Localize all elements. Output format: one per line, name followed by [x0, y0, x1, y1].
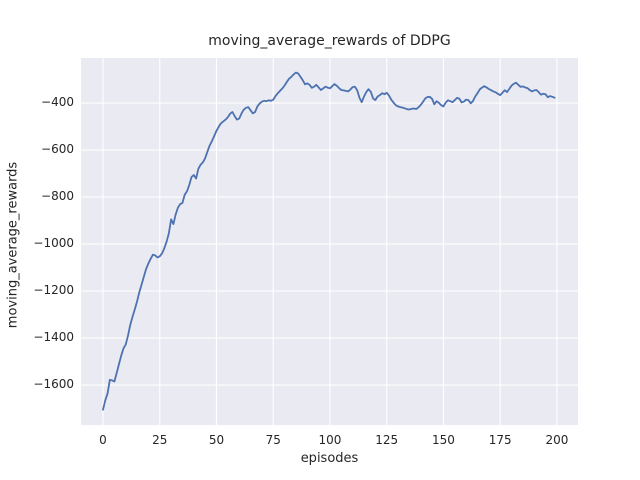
chart-title: moving_average_rewards of DDPG [208, 33, 451, 49]
y-tick-label: −1600 [33, 377, 74, 392]
x-tick-label: 50 [208, 433, 225, 447]
x-tick-label: 200 [545, 433, 569, 447]
y-tick-label: −400 [41, 95, 74, 110]
x-tick-label: 150 [431, 433, 455, 447]
y-tick-label: −800 [41, 189, 74, 204]
x-tick-label: 100 [318, 433, 342, 447]
x-tick-label: 0 [99, 433, 107, 447]
x-axis-label: episodes [300, 451, 359, 466]
y-tick-label: −1400 [33, 330, 74, 345]
y-tick-label: −600 [41, 142, 74, 157]
x-tick-label: 125 [375, 433, 399, 447]
x-tick-label: 75 [265, 433, 281, 447]
x-tick-label: 25 [152, 433, 168, 447]
x-tick-label: 175 [488, 433, 512, 447]
y-tick-label: −1200 [33, 283, 74, 298]
data-line [102, 71, 556, 411]
y-tick-label: −1000 [33, 236, 74, 251]
